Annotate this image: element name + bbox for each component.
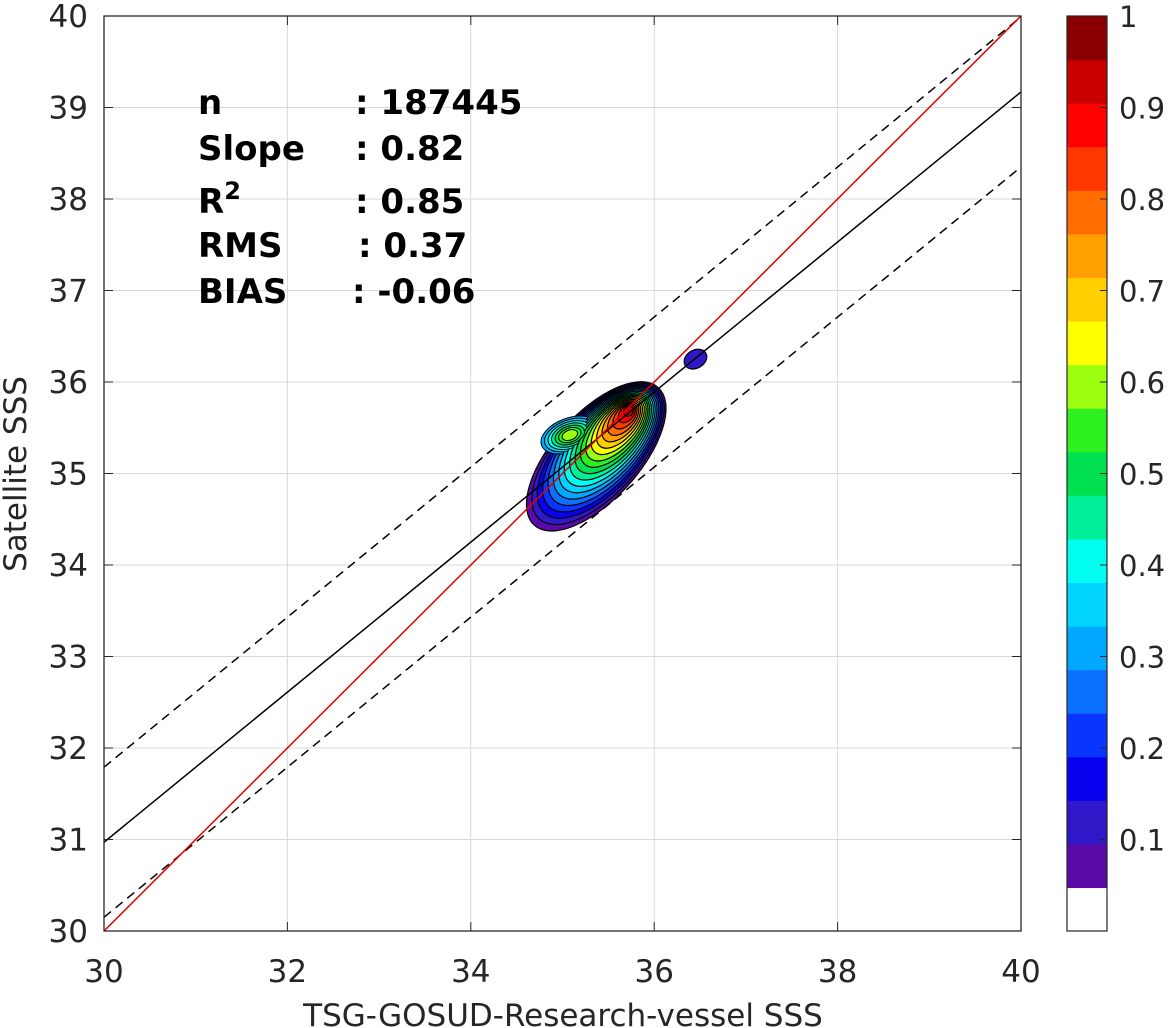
y-tick-label: 33 xyxy=(49,640,88,676)
colorbar-tick-label: 0.4 xyxy=(1119,549,1165,583)
colorbar-segment xyxy=(1067,582,1107,627)
y-tick-label: 36 xyxy=(49,365,88,401)
colorbar-segment xyxy=(1067,16,1107,61)
y-tick-label: 31 xyxy=(49,823,88,859)
axes-frame xyxy=(103,15,1022,932)
colorbar: 0.1 0.2 0.3 0.4 0.5 0.6 0.7 0.8 0.9 1 xyxy=(1066,0,1165,932)
x-tick-label: 38 xyxy=(818,954,857,990)
colorbar-tick-label: 0.2 xyxy=(1119,732,1165,766)
colorbar-segment xyxy=(1067,364,1107,409)
identity-line xyxy=(103,15,1022,932)
colorbar-tick-label: 0.8 xyxy=(1119,183,1165,217)
colorbar-segment xyxy=(1067,146,1107,191)
colorbar-segment xyxy=(1067,59,1107,104)
upper-bound-line xyxy=(103,16,1022,768)
y-tick-label: 34 xyxy=(49,548,88,584)
colorbar-tick-label: 0.6 xyxy=(1119,366,1165,400)
stat-value: : -0.06 xyxy=(352,272,475,312)
x-tick-labels: 30 32 34 36 38 40 xyxy=(84,954,1040,990)
x-tick-label: 36 xyxy=(634,954,673,990)
colorbar-segment xyxy=(1067,887,1107,932)
colorbar-segment xyxy=(1067,713,1107,758)
colorbar-segment xyxy=(1067,756,1107,801)
colorbar-segment xyxy=(1067,233,1107,279)
y-tick-label: 39 xyxy=(49,91,88,127)
stat-label: RMS xyxy=(198,226,283,266)
stat-superscript: 2 xyxy=(224,177,241,205)
stat-label: n xyxy=(198,83,222,123)
colorbar-segment xyxy=(1067,103,1107,148)
y-axis-label: Satellite SSS xyxy=(0,376,34,572)
axes-border xyxy=(103,15,1022,932)
colorbar-segment xyxy=(1067,669,1107,714)
colorbar-segment xyxy=(1067,800,1107,845)
y-tick-label: 35 xyxy=(49,457,88,493)
y-tick-label: 37 xyxy=(49,274,88,310)
colorbar-segment xyxy=(1067,843,1107,889)
colorbar-segment xyxy=(1067,321,1107,366)
colorbar-tick-label: 0.3 xyxy=(1119,641,1165,675)
stat-label: BIAS xyxy=(198,272,287,312)
statistics-box: n : 187445 Slope : 0.82 R2 : 0.85 RMS : 0.37 BIA… xyxy=(198,83,522,312)
colorbar-segment xyxy=(1067,190,1107,235)
x-tick-label: 40 xyxy=(1001,954,1040,990)
x-tick-label: 34 xyxy=(451,954,490,990)
stat-value: : 0.37 xyxy=(358,226,467,266)
colorbar-tick-label: 0.5 xyxy=(1119,458,1165,492)
colorbar-segment xyxy=(1067,538,1107,584)
stat-value: : 187445 xyxy=(355,83,522,123)
contour-secondary xyxy=(561,429,579,442)
y-tick-label: 40 xyxy=(49,0,88,35)
colorbar-segment xyxy=(1067,626,1107,671)
colorbar-tick-label: 0.9 xyxy=(1119,92,1165,126)
stat-label: R2 xyxy=(198,177,241,222)
colorbar-segment xyxy=(1067,495,1107,540)
density-contours xyxy=(525,348,708,532)
stat-value: : 0.82 xyxy=(355,129,464,169)
y-tick-label: 30 xyxy=(49,914,88,950)
stat-value: : 0.85 xyxy=(355,182,464,222)
colorbar-tick-label: 1 xyxy=(1119,0,1137,34)
x-tick-label: 30 xyxy=(84,954,123,990)
colorbar-tick-label: 0.7 xyxy=(1119,275,1165,309)
y-tick-label: 32 xyxy=(49,731,88,767)
colorbar-tick-label: 0.1 xyxy=(1119,824,1165,858)
reference-lines xyxy=(103,15,1022,932)
stat-label: Slope xyxy=(198,129,305,169)
colorbar-segment xyxy=(1067,408,1107,453)
x-tick-label: 32 xyxy=(268,954,307,990)
lower-bound-line xyxy=(103,166,1022,918)
y-tick-labels: 30 31 32 33 34 35 36 37 38 39 40 xyxy=(49,0,88,950)
x-axis-label: TSG-GOSUD-Research-vessel SSS xyxy=(302,998,823,1028)
colorbar-segment xyxy=(1067,277,1107,322)
y-tick-label: 38 xyxy=(49,182,88,218)
regression-line xyxy=(103,91,1022,843)
